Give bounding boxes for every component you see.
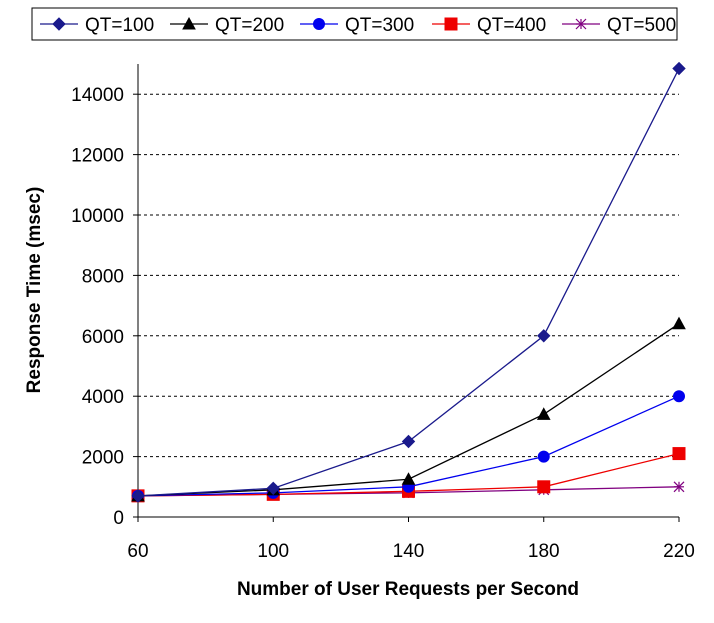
data-point [575,18,587,30]
axes [133,64,680,522]
data-point [52,17,66,31]
y-tick-label: 12000 [71,146,124,167]
y-tick-label: 2000 [82,448,124,469]
data-point [672,447,686,461]
data-point [444,17,458,31]
tick-labels: 0 2000 4000 6000 8000 10000 12000 14000 60 100 140… [71,85,695,562]
legend-item: QT=500 [562,15,676,36]
x-tick-label: 100 [257,541,289,562]
x-tick-label: 220 [663,541,695,562]
legend-label: QT=100 [85,15,154,36]
x-tick-label: 60 [127,541,148,562]
data-point [537,329,551,343]
legend-item: QT=100 [40,15,154,36]
data-point [672,61,686,76]
data-point [537,480,551,494]
y-tick-label: 10000 [71,206,124,227]
x-tick-label: 180 [528,541,560,562]
x-tick-label: 140 [393,541,425,562]
y-tick-label: 14000 [71,85,124,106]
data-point [313,18,325,30]
legend-label: QT=500 [607,15,676,36]
y-tick-label: 8000 [82,266,124,287]
legend-item: QT=300 [300,15,414,36]
y-axis-title: Response Time (msec) [24,187,45,394]
legend: QT=100 QT=200 QT=300 QT=400 QT=500 [31,7,678,41]
star-stroke [673,481,685,493]
y-tick-label: 4000 [82,387,124,408]
data-point [672,316,686,330]
data-point [673,481,685,493]
series-layer [131,61,686,503]
legend-label: QT=300 [345,15,414,36]
x-axis-title: Number of User Requests per Second [237,579,579,600]
series-line [137,323,680,497]
grid-lines [138,93,679,458]
data-point [182,16,196,30]
series-qt-200 [131,316,686,502]
data-point [673,390,685,403]
data-point [401,472,416,485]
series-qt-100 [131,61,686,503]
data-point [266,481,280,496]
data-point [537,450,550,463]
legend-item: QT=200 [170,15,284,36]
legend-label: QT=200 [215,15,284,36]
data-point [401,434,416,449]
y-tick-label: 0 [113,508,124,529]
star-stroke [575,18,587,30]
data-point [536,407,551,420]
legend-item: QT=400 [432,15,546,36]
legend-label: QT=400 [477,15,546,36]
data-point [131,489,145,503]
y-tick-label: 6000 [82,327,124,348]
